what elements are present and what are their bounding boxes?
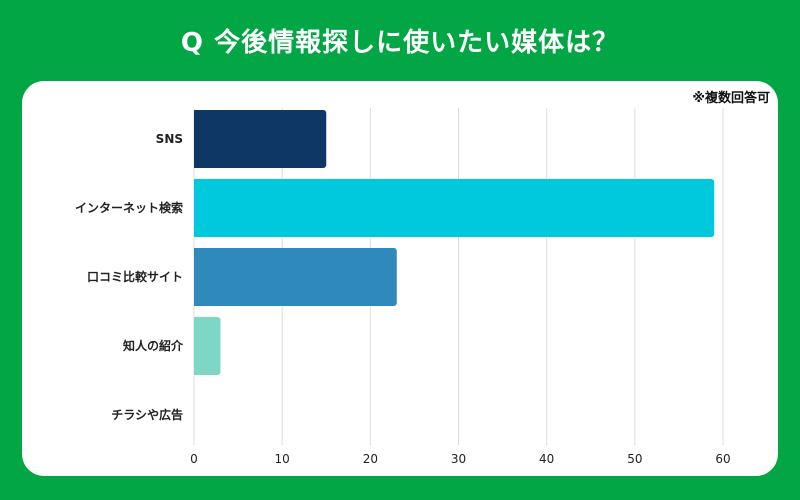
bar (193, 248, 397, 306)
x-tick-label: 30 (451, 452, 466, 466)
x-tick-label: 50 (627, 452, 642, 466)
bar (194, 317, 221, 375)
bar (194, 179, 715, 237)
category-label: チラシや広告 (111, 407, 183, 422)
x-tick-label: 40 (539, 452, 554, 466)
x-tick-label: 20 (363, 452, 378, 466)
x-tick-label: 10 (275, 452, 290, 466)
x-tick-label: 60 (715, 452, 730, 466)
category-label: インターネット検索 (75, 200, 183, 215)
multiple-answers-note: ※複数回答可 (692, 91, 770, 106)
x-tick-label: 0 (190, 452, 198, 466)
chart-title: Q 今後情報探しに使いたい媒体は？ (180, 28, 620, 58)
category-label: 口コミ比較サイト (87, 269, 183, 284)
category-label: SNS (156, 132, 183, 146)
category-label: 知人の紹介 (122, 338, 184, 353)
chart-card (22, 81, 778, 476)
bar (194, 110, 327, 168)
